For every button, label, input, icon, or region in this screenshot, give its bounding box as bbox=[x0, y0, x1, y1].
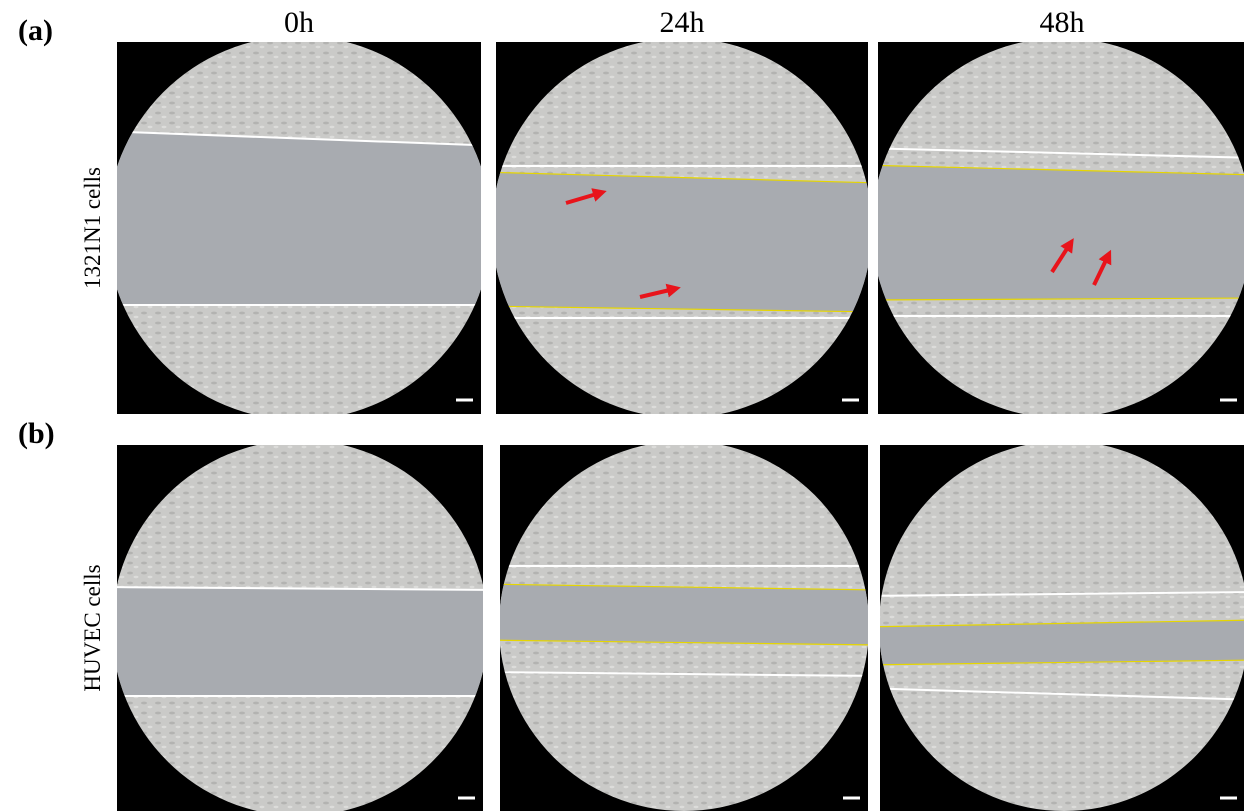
column-header: 0h bbox=[284, 6, 314, 39]
micrograph bbox=[480, 30, 880, 430]
micrograph bbox=[480, 430, 880, 811]
column-header: 48h bbox=[1040, 6, 1085, 39]
panel-label: (b) bbox=[18, 417, 55, 450]
row-label: HUVEC cells bbox=[80, 564, 105, 691]
panel-label: (a) bbox=[18, 14, 53, 47]
micrograph bbox=[100, 30, 500, 430]
micrograph bbox=[100, 430, 500, 811]
micrograph bbox=[860, 430, 1244, 811]
figure: (a) (b) 0h 24h 48h 1321N1 cells HUVEC ce… bbox=[0, 0, 1244, 811]
column-header: 24h bbox=[660, 6, 705, 39]
micrograph bbox=[860, 30, 1244, 430]
row-label: 1321N1 cells bbox=[80, 167, 105, 289]
